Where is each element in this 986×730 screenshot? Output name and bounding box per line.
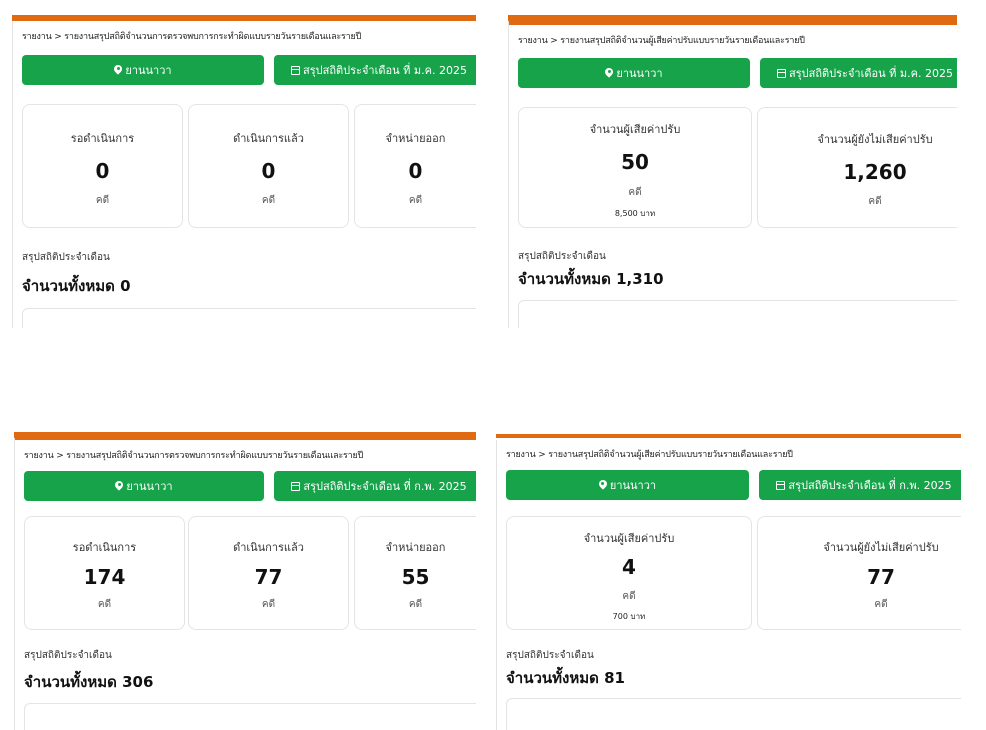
stat-card-pending: รอดำเนินการ 0 คดี	[22, 104, 183, 228]
month-select-button[interactable]: สรุปสถิติประจำเดือน ที่ ก.พ. 2025	[274, 471, 476, 501]
stat-unit: คดี	[628, 187, 642, 198]
location-label: ยานนาวา	[126, 480, 173, 493]
month-label: สรุปสถิติประจำเดือน ที่ ม.ค. 2025	[303, 64, 467, 77]
stat-value: 174	[83, 565, 126, 589]
stat-label: จำนวนผู้ยังไม่เสียค่าปรับ	[817, 133, 933, 146]
stat-label: รอดำเนินการ	[70, 132, 135, 145]
stat-value: 0	[261, 159, 276, 183]
map-pin-icon	[114, 65, 122, 76]
month-label: สรุปสถิติประจำเดือน ที่ ก.พ. 2025	[303, 480, 467, 493]
chart-container	[22, 308, 476, 328]
summary-total: จำนวนทั้งหมด 0	[22, 277, 131, 295]
location-label: ยานนาวา	[125, 64, 172, 77]
panel-border	[496, 440, 497, 730]
stat-value: 1,260	[843, 160, 907, 184]
stat-card-unpaid-fines: จำนวนผู้ยังไม่เสียค่าปรับ 77 คดี	[757, 516, 961, 630]
summary-title: สรุปสถิติประจำเดือน	[506, 650, 594, 661]
report-panel-violations-feb: รายงาน > รายงานสรุปสถิติจำนวนการตรวจพบกา…	[14, 432, 476, 730]
stat-value: 4	[622, 555, 636, 579]
report-panel-fines-feb: รายงาน > รายงานสรุปสถิติจำนวนผู้เสียค่าป…	[496, 434, 961, 730]
chart-container	[506, 698, 961, 730]
location-button[interactable]: ยานนาวา	[24, 471, 264, 501]
location-button[interactable]: ยานนาวา	[22, 55, 264, 85]
stat-card-paid-fines: จำนวนผู้เสียค่าปรับ 4 คดี 700 บาท	[506, 516, 752, 630]
calendar-icon	[776, 480, 786, 490]
stat-card-processed: ดำเนินการแล้ว 77 คดี	[188, 516, 349, 630]
chart-container	[518, 300, 957, 328]
calendar-icon	[291, 65, 301, 75]
header-accent-bar	[14, 432, 476, 440]
location-button[interactable]: ยานนาวา	[506, 470, 749, 500]
stat-amount: 700 บาท	[612, 612, 646, 621]
stat-unit: คดี	[868, 196, 882, 207]
breadcrumb: รายงาน > รายงานสรุปสถิติจำนวนผู้เสียค่าป…	[506, 450, 793, 460]
stat-card-disposed: จำหน่ายออก 0 คดี	[354, 104, 476, 228]
breadcrumb: รายงาน > รายงานสรุปสถิติจำนวนการตรวจพบกา…	[22, 32, 362, 42]
stat-value: 50	[621, 150, 649, 174]
summary-total: จำนวนทั้งหมด 81	[506, 669, 625, 687]
stat-value: 77	[254, 565, 283, 589]
breadcrumb: รายงาน > รายงานสรุปสถิติจำนวนผู้เสียค่าป…	[518, 36, 805, 46]
map-pin-icon	[605, 68, 613, 79]
stat-unit: คดี	[95, 195, 110, 206]
panel-border	[508, 21, 509, 328]
stat-amount: 8,500 บาท	[614, 209, 656, 218]
summary-title: สรุปสถิติประจำเดือน	[518, 251, 606, 262]
stat-unit: คดี	[261, 599, 276, 610]
stat-unit: คดี	[874, 599, 888, 610]
month-select-button[interactable]: สรุปสถิติประจำเดือน ที่ ม.ค. 2025	[760, 58, 957, 88]
header-accent-bar	[508, 15, 957, 25]
stat-label: รอดำเนินการ	[72, 541, 137, 554]
stat-label: จำนวนผู้ยังไม่เสียค่าปรับ	[823, 541, 939, 554]
stat-unit: คดี	[622, 591, 636, 602]
panel-border	[14, 438, 15, 730]
calendar-icon	[291, 481, 301, 491]
stat-value: 0	[95, 159, 110, 183]
stat-label: จำหน่ายออก	[385, 132, 446, 145]
month-select-button[interactable]: สรุปสถิติประจำเดือน ที่ ก.พ. 2025	[759, 470, 961, 500]
month-label: สรุปสถิติประจำเดือน ที่ ก.พ. 2025	[788, 479, 952, 492]
summary-title: สรุปสถิติประจำเดือน	[22, 252, 110, 263]
stat-unit: คดี	[408, 599, 423, 610]
stat-value: 0	[408, 159, 423, 183]
stat-value: 77	[867, 565, 895, 589]
map-pin-icon	[115, 481, 123, 492]
location-label: ยานนาวา	[609, 479, 657, 492]
summary-title: สรุปสถิติประจำเดือน	[24, 650, 112, 661]
stat-label: ดำเนินการแล้ว	[233, 541, 304, 554]
stat-label: ดำเนินการแล้ว	[233, 132, 304, 145]
stat-label: จำนวนผู้เสียค่าปรับ	[583, 532, 675, 545]
stat-unit: คดี	[261, 195, 276, 206]
report-panel-fines-jan: รายงาน > รายงานสรุปสถิติจำนวนผู้เสียค่าป…	[508, 15, 957, 328]
header-accent-bar	[12, 15, 476, 21]
summary-total: จำนวนทั้งหมด 1,310	[518, 270, 664, 288]
stat-value: 55	[401, 565, 430, 589]
panel-border	[12, 21, 13, 328]
month-label: สรุปสถิติประจำเดือน ที่ ม.ค. 2025	[789, 67, 953, 80]
location-label: ยานนาวา	[616, 67, 663, 80]
stat-unit: คดี	[408, 195, 423, 206]
stat-card-pending: รอดำเนินการ 174 คดี	[24, 516, 185, 630]
calendar-icon	[777, 68, 787, 78]
stat-label: จำนวนผู้เสียค่าปรับ	[589, 123, 681, 136]
month-select-button[interactable]: สรุปสถิติประจำเดือน ที่ ม.ค. 2025	[274, 55, 476, 85]
stat-card-paid-fines: จำนวนผู้เสียค่าปรับ 50 คดี 8,500 บาท	[518, 107, 752, 228]
chart-container	[24, 703, 476, 730]
stat-label: จำหน่ายออก	[385, 541, 446, 554]
stat-card-unpaid-fines: จำนวนผู้ยังไม่เสียค่าปรับ 1,260 คดี	[757, 107, 957, 228]
stat-card-disposed: จำหน่ายออก 55 คดี	[354, 516, 476, 630]
stat-card-processed: ดำเนินการแล้ว 0 คดี	[188, 104, 349, 228]
report-panel-violations-jan: รายงาน > รายงานสรุปสถิติจำนวนการตรวจพบกา…	[12, 15, 476, 328]
location-button[interactable]: ยานนาวา	[518, 58, 750, 88]
header-accent-bar	[496, 434, 961, 438]
breadcrumb: รายงาน > รายงานสรุปสถิติจำนวนการตรวจพบกา…	[24, 451, 364, 461]
map-pin-icon	[599, 480, 607, 491]
stat-unit: คดี	[97, 599, 112, 610]
summary-total: จำนวนทั้งหมด 306	[24, 673, 154, 691]
